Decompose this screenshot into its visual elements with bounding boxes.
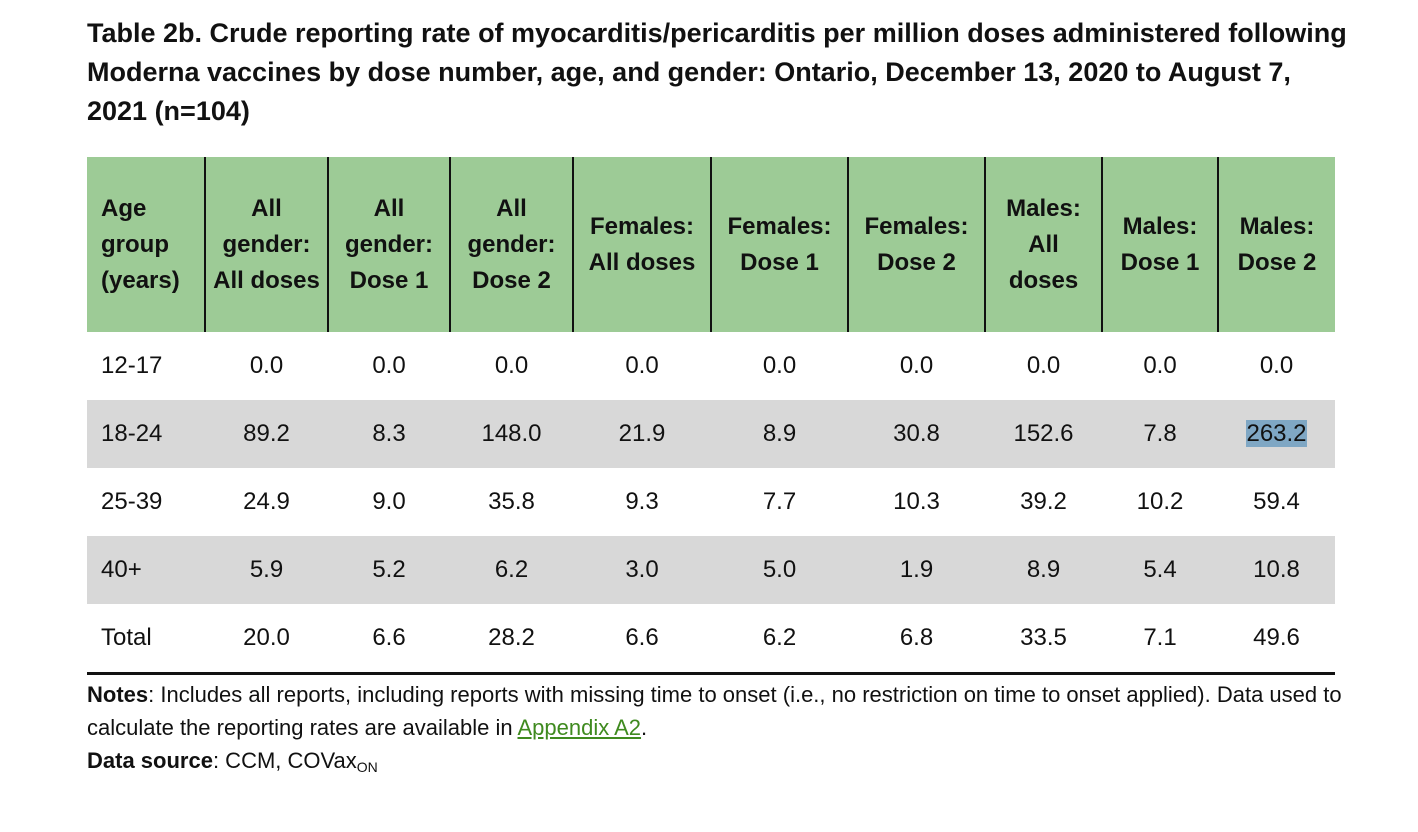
data-source-text: : CCM, COVax xyxy=(212,748,357,773)
rate-cell: 21.9 xyxy=(573,400,711,468)
rate-cell: 0.0 xyxy=(372,352,406,379)
rate-cell: 10.2 xyxy=(1136,488,1184,515)
rate-cell: 39.2 xyxy=(1020,488,1067,515)
data-source-label: Data source xyxy=(87,748,213,773)
selected-text-highlight[interactable]: 263.2 xyxy=(1246,420,1307,447)
rate-cell: 8.9 xyxy=(711,400,848,468)
rate-cell: 49.6 xyxy=(1218,604,1335,675)
rate-cell: 0.0 xyxy=(762,352,797,379)
rate-cell: 5.0 xyxy=(711,536,848,604)
notes-label: Notes xyxy=(87,682,149,707)
data-source-subscript: ON xyxy=(356,759,378,775)
table-row: Total 20.0 6.6 28.2 6.6 6.2 6.8 33.5 7.1 49.6 xyxy=(87,604,1335,675)
rate-cell: 0.0 xyxy=(1259,352,1294,379)
notes-block: Notes: Includes all reports, including r… xyxy=(87,678,1347,784)
header-females-all-doses: Females: All doses xyxy=(572,157,711,332)
rate-cell: 6.6 xyxy=(328,604,450,675)
header-all-gender-all-doses: All gender: All doses xyxy=(204,157,328,332)
rate-cell: 6.6 xyxy=(573,604,711,675)
rate-cell: 6.2 xyxy=(711,604,848,675)
rate-cell: 152.6 xyxy=(985,400,1102,468)
rate-cell: 148.0 xyxy=(450,400,573,468)
rate-cell: 6.2 xyxy=(450,536,573,604)
table-row: 40+ 5.9 5.2 6.2 3.0 5.0 1.9 8.9 5.4 10.8 xyxy=(87,536,1335,604)
rate-cell: 7.8 xyxy=(1102,400,1218,468)
row-age-group-cell: 25-39 xyxy=(101,488,163,515)
rate-cell: 9.0 xyxy=(372,488,406,515)
table-row: 12-17 0.0 0.0 0.0 0.0 0.0 0.0 0.0 0.0 0.0 xyxy=(87,332,1335,400)
notes-text: : Includes all reports, including report… xyxy=(87,682,1342,740)
notes-paragraph: Notes: Includes all reports, including r… xyxy=(87,678,1347,744)
data-source-line: Data source: CCM, COVaxON xyxy=(87,744,1347,784)
table-row: 25-39 24.9 9.0 35.8 9.3 7.7 10.3 39.2 10.2 59.4 xyxy=(87,468,1335,536)
rate-cell: 1.9 xyxy=(848,536,985,604)
rate-cell: 0.0 xyxy=(625,352,659,379)
rate-cell: 0.0 xyxy=(494,352,529,379)
header-row: Age group (years) All gender: All doses … xyxy=(87,157,1335,332)
rate-cell: 10.3 xyxy=(893,488,940,515)
rate-cell: 89.2 xyxy=(205,400,328,468)
rate-cell: 3.0 xyxy=(573,536,711,604)
rate-cell: 10.8 xyxy=(1218,536,1335,604)
rate-cell: 0.0 xyxy=(899,352,934,379)
table-body: 12-17 0.0 0.0 0.0 0.0 0.0 0.0 0.0 0.0 0.0 18-24 89.… xyxy=(87,332,1335,675)
rates-table: Age group (years) All gender: All doses … xyxy=(87,157,1335,675)
header-females-dose-2: Females: Dose 2 xyxy=(847,157,985,332)
rate-cell: 24.9 xyxy=(243,488,290,515)
table-title: Table 2b. Crude reporting rate of myocar… xyxy=(87,18,1347,126)
rate-cell: 7.1 xyxy=(1102,604,1218,675)
rate-cell: 0.0 xyxy=(1143,352,1177,379)
table-row: 18-24 89.2 8.3 148.0 21.9 8.9 30.8 152.6 7.8 263.… xyxy=(87,400,1335,468)
rate-cell: 28.2 xyxy=(450,604,573,675)
rate-cell: 5.9 xyxy=(205,536,328,604)
rate-cell: 33.5 xyxy=(985,604,1102,675)
header-all-gender-dose-1: All gender: Dose 1 xyxy=(327,157,450,332)
row-age-group-cell: 40+ xyxy=(87,536,205,604)
header-males-dose-2: Males: Dose 2 xyxy=(1217,157,1335,332)
row-age-group-cell: Total xyxy=(87,604,205,675)
rate-cell: 9.3 xyxy=(625,488,659,515)
header-females-dose-1: Females: Dose 1 xyxy=(710,157,848,332)
rate-cell: 6.8 xyxy=(848,604,985,675)
header-males-all-doses: Males: All doses xyxy=(984,157,1102,332)
rate-cell: 20.0 xyxy=(205,604,328,675)
header-males-dose-1: Males: Dose 1 xyxy=(1101,157,1218,332)
rate-cell: 5.4 xyxy=(1102,536,1218,604)
rate-cell: 8.9 xyxy=(985,536,1102,604)
header-all-gender-dose-2: All gender: Dose 2 xyxy=(449,157,573,332)
appendix-a2-link[interactable]: Appendix A2 xyxy=(517,715,642,740)
rate-cell: 0.0 xyxy=(1026,352,1061,379)
rate-cell: 35.8 xyxy=(488,488,535,515)
rate-cell: 59.4 xyxy=(1253,488,1300,515)
rate-cell: 263.2 xyxy=(1218,400,1335,468)
rate-cell: 7.7 xyxy=(762,488,797,515)
row-age-group-cell: 12-17 xyxy=(101,352,163,379)
row-age-group-cell: 18-24 xyxy=(87,400,205,468)
rate-cell: 30.8 xyxy=(848,400,985,468)
notes-end: . xyxy=(641,715,648,740)
header-age-group: Age group (years) xyxy=(87,157,205,332)
rate-cell: 8.3 xyxy=(328,400,450,468)
rate-cell: 5.2 xyxy=(328,536,450,604)
rate-cell: 0.0 xyxy=(249,352,284,379)
